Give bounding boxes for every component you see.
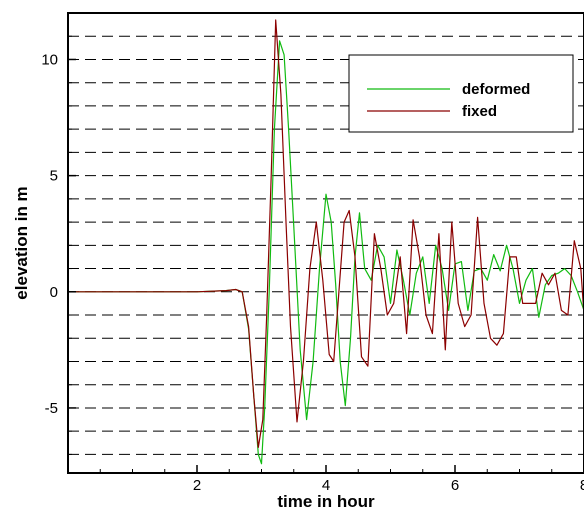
- x-tick-label: 4: [322, 477, 330, 494]
- x-axis-title: time in hour: [277, 492, 375, 511]
- x-tick-label: 2: [193, 477, 201, 494]
- legend: deformed fixed: [348, 54, 574, 133]
- y-tick-label: 0: [50, 284, 58, 301]
- y-tick-label: 10: [41, 51, 58, 68]
- y-tick-label: 5: [50, 168, 58, 185]
- legend-label-fixed: fixed: [462, 103, 497, 120]
- x-tick-label: 8: [580, 477, 584, 494]
- series-line-fixed: [68, 19, 584, 448]
- axis-ticks: 2 4 6 8 -5 0 5 10: [41, 35, 584, 494]
- y-tick-label: -5: [45, 400, 58, 417]
- legend-box: [348, 54, 574, 133]
- series-lines: [68, 19, 584, 465]
- legend-label-deformed: deformed: [462, 81, 530, 98]
- x-tick-label: 6: [451, 477, 459, 494]
- y-axis-title: elevation in m: [12, 186, 31, 299]
- series-line-deformed: [68, 40, 584, 465]
- grid-lines: [68, 35, 584, 455]
